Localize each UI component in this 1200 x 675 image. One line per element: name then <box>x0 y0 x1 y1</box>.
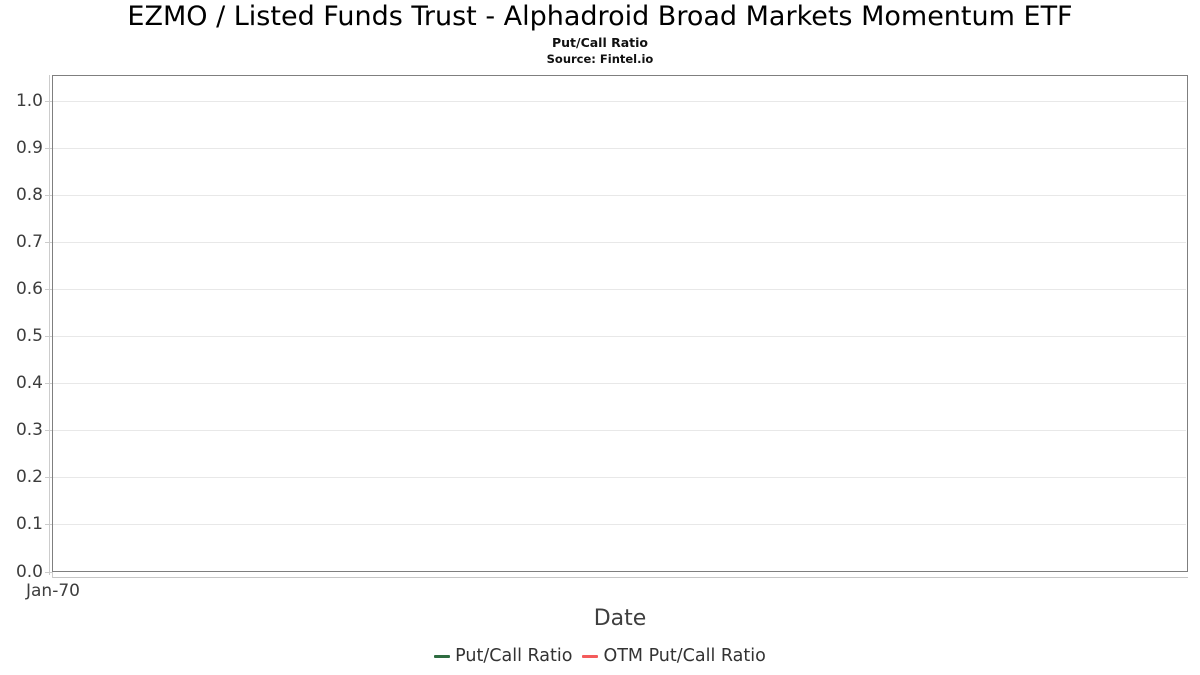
x-tick-label: Jan-70 <box>26 581 80 601</box>
x-axis-title: Date <box>593 606 647 631</box>
legend-item[interactable]: OTM Put/Call Ratio <box>582 646 766 666</box>
y-tick-mark <box>45 524 52 526</box>
chart-title: EZMO / Listed Funds Trust - Alphadroid B… <box>127 1 1073 32</box>
gridline <box>53 336 1186 338</box>
y-tick-label: 1.0 <box>15 91 43 112</box>
y-tick-mark <box>45 383 52 385</box>
chart-subtitle: Put/Call Ratio <box>551 35 649 50</box>
gridline <box>53 430 1186 432</box>
y-tick-label: 0.3 <box>15 420 43 441</box>
x-tick-mark <box>51 572 53 578</box>
y-tick-mark <box>45 242 52 244</box>
gridline <box>53 242 1186 244</box>
y-tick-mark <box>45 477 52 479</box>
gridline <box>53 148 1186 150</box>
y-tick-label: 0.9 <box>15 138 43 159</box>
y-tick-label: 0.6 <box>15 279 43 300</box>
y-tick-mark <box>45 148 52 150</box>
plot-area <box>45 75 1188 578</box>
y-tick-label: 0.8 <box>15 185 43 206</box>
legend: Put/Call Ratio OTM Put/Call Ratio <box>0 646 1200 666</box>
y-tick-label: 0.5 <box>15 326 43 347</box>
legend-item[interactable]: Put/Call Ratio <box>434 646 572 666</box>
gridline <box>53 524 1186 526</box>
gridline <box>53 383 1186 385</box>
y-tick-label: 0.2 <box>15 467 43 488</box>
gridline <box>53 289 1186 291</box>
legend-series-dash-icon <box>582 654 599 658</box>
gridline <box>53 477 1186 479</box>
legend-series-label: OTM Put/Call Ratio <box>603 646 766 666</box>
y-tick-label: 0.0 <box>15 561 43 582</box>
gridline <box>53 101 1186 103</box>
y-tick-mark <box>45 195 52 197</box>
y-axis-line <box>49 75 50 575</box>
gridline <box>53 195 1186 197</box>
x-axis-line <box>52 577 1188 578</box>
y-axis-labels: 0.0 0.1 0.2 0.3 0.4 0.5 0.6 0.7 0.8 0.9 1.0 <box>0 75 43 581</box>
chart-source: Source: Fintel.io <box>546 52 654 66</box>
y-tick-mark <box>45 289 52 291</box>
y-tick-mark <box>45 336 52 338</box>
y-tick-label: 0.1 <box>15 514 43 535</box>
y-tick-mark <box>45 571 52 573</box>
y-tick-mark <box>45 101 52 103</box>
y-tick-mark <box>45 430 52 432</box>
legend-series-dash-icon <box>434 654 451 658</box>
legend-series-label: Put/Call Ratio <box>455 646 573 666</box>
y-tick-label: 0.4 <box>15 373 43 394</box>
y-tick-label: 0.7 <box>15 232 43 253</box>
